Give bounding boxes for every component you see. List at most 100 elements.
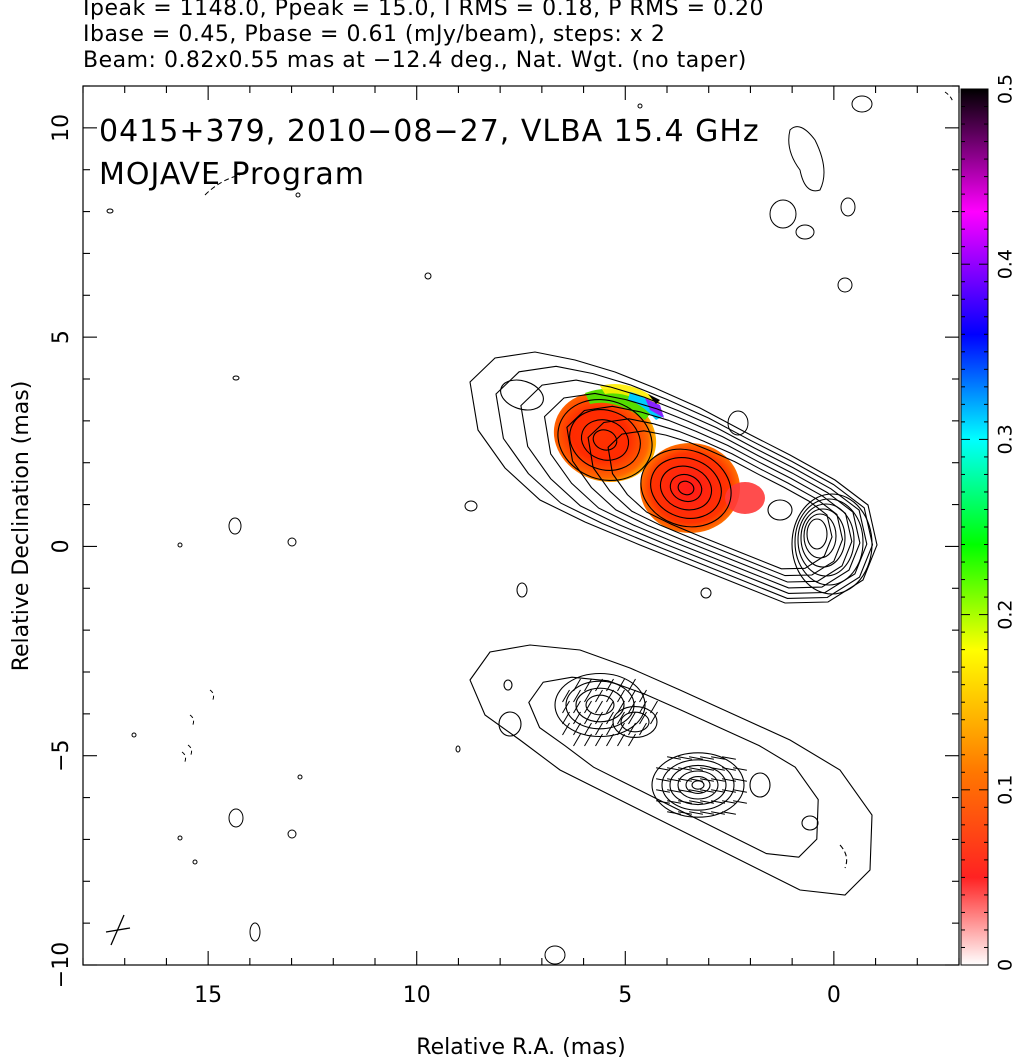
evpa-tick bbox=[667, 800, 681, 804]
x-axis-label: Relative R.A. (mas) bbox=[416, 1035, 625, 1060]
beam-marker bbox=[105, 914, 131, 946]
intensity-contour bbox=[520, 379, 868, 594]
evpa-tick bbox=[595, 678, 603, 692]
colorbar bbox=[960, 88, 989, 966]
colorbar-label: 0.2 bbox=[995, 599, 1017, 629]
evpa-tick bbox=[678, 778, 692, 782]
knot-contour bbox=[677, 480, 695, 496]
evpa-tick bbox=[595, 700, 603, 714]
polarized-knot-contour bbox=[575, 687, 625, 723]
noise-contour bbox=[700, 587, 712, 599]
noise-contour bbox=[516, 582, 528, 598]
noise-contour bbox=[177, 835, 183, 841]
tail-knot-contour bbox=[767, 499, 793, 521]
evpa-tick bbox=[606, 722, 614, 736]
polarized-blob-contour bbox=[503, 679, 513, 691]
evpa-tick bbox=[584, 733, 592, 747]
header-line-3: Beam: 0.82x0.55 mas at −12.4 deg., Nat. … bbox=[83, 48, 747, 73]
evpa-tick bbox=[639, 689, 647, 703]
outer-knot-contour bbox=[500, 379, 544, 411]
evpa-tick bbox=[584, 722, 592, 736]
noise-contour bbox=[287, 829, 297, 839]
evpa-tick bbox=[562, 722, 570, 736]
header-line-1: Ipeak = 1148.0, Ppeak = 15.0, I RMS = 0.… bbox=[83, 0, 764, 21]
core-contour bbox=[806, 518, 828, 550]
evpa-tick bbox=[617, 678, 625, 692]
noise-contour bbox=[837, 277, 853, 293]
evpa-tick bbox=[667, 756, 681, 760]
evpa-tick bbox=[595, 733, 603, 747]
evpa-tick bbox=[733, 789, 747, 793]
evpa-tick bbox=[656, 800, 670, 804]
core-contour bbox=[797, 503, 855, 577]
noise-contour bbox=[228, 808, 244, 828]
evpa-tick bbox=[606, 689, 614, 703]
noise-contour bbox=[192, 859, 198, 865]
negative-noise-contour bbox=[181, 751, 187, 765]
evpa-tick bbox=[656, 767, 670, 771]
evpa-tick bbox=[628, 700, 636, 714]
polarized-knot-contour bbox=[691, 780, 705, 790]
evpa-tick bbox=[628, 711, 636, 725]
knot-contour bbox=[640, 448, 732, 528]
x-tick-label: 0 bbox=[827, 983, 841, 1008]
evpa-tick bbox=[667, 778, 681, 782]
negative-noise-contour bbox=[204, 174, 241, 196]
y-axis-label: Relative Declination (mas) bbox=[9, 381, 34, 672]
evpa-tick bbox=[678, 767, 692, 771]
evpa-tick bbox=[650, 711, 658, 725]
evpa-tick bbox=[656, 778, 670, 782]
evpa-tick bbox=[573, 722, 581, 736]
evpa-tick bbox=[628, 678, 636, 692]
evpa-tick bbox=[595, 689, 603, 703]
evpa-tick bbox=[584, 700, 592, 714]
evpa-tick bbox=[689, 811, 703, 815]
x-tick-label: 5 bbox=[618, 983, 632, 1008]
evpa-tick bbox=[700, 767, 714, 771]
evpa-tick bbox=[722, 767, 736, 771]
evpa-tick bbox=[711, 767, 725, 771]
polarized-blob-contour bbox=[749, 772, 771, 798]
evpa-tick bbox=[595, 711, 603, 725]
noise-contour bbox=[295, 192, 301, 198]
evpa-tick bbox=[733, 800, 747, 804]
core-contour bbox=[803, 513, 837, 559]
evpa-tick bbox=[606, 733, 614, 747]
plot-frame bbox=[82, 85, 960, 966]
evpa-tick bbox=[722, 778, 736, 782]
x-tick-label: 15 bbox=[194, 983, 222, 1008]
polarization-blob-inner bbox=[553, 391, 657, 483]
polarized-knot-contour bbox=[661, 759, 735, 811]
evpa-tick bbox=[722, 756, 736, 760]
evpa-tick bbox=[678, 800, 692, 804]
evpa-tick bbox=[584, 678, 592, 692]
polarized-knot-contour bbox=[669, 764, 727, 806]
polarization-blob-tail bbox=[725, 482, 765, 514]
evpa-tick bbox=[700, 756, 714, 760]
evpa-tick bbox=[639, 722, 647, 736]
polarization-rim-yellow bbox=[600, 384, 660, 410]
evpa-tick bbox=[573, 700, 581, 714]
noise-contour bbox=[455, 745, 461, 753]
evpa-tick bbox=[639, 700, 647, 714]
evpa-tick bbox=[689, 800, 703, 804]
evpa-tick bbox=[700, 800, 714, 804]
evpa-tick bbox=[573, 711, 581, 725]
evpa-tick bbox=[722, 811, 736, 815]
polarized-knot-contour bbox=[651, 752, 745, 818]
y-tick-label: 10 bbox=[49, 114, 74, 142]
evpa-tick bbox=[573, 678, 581, 692]
colorbar-label: 0.4 bbox=[995, 249, 1017, 279]
evpa-tick bbox=[584, 689, 592, 703]
evpa-tick bbox=[700, 811, 714, 815]
negative-noise-contour bbox=[187, 744, 193, 758]
evpa-tick bbox=[628, 733, 636, 747]
noise-contour bbox=[249, 922, 261, 942]
evpa-tick bbox=[667, 789, 681, 793]
evpa-tick bbox=[711, 789, 725, 793]
y-tick-label: 0 bbox=[49, 539, 74, 553]
evpa-tick bbox=[617, 722, 625, 736]
noise-contour bbox=[232, 375, 240, 381]
evpa-tick bbox=[700, 789, 714, 793]
evpa-tick bbox=[733, 767, 747, 771]
